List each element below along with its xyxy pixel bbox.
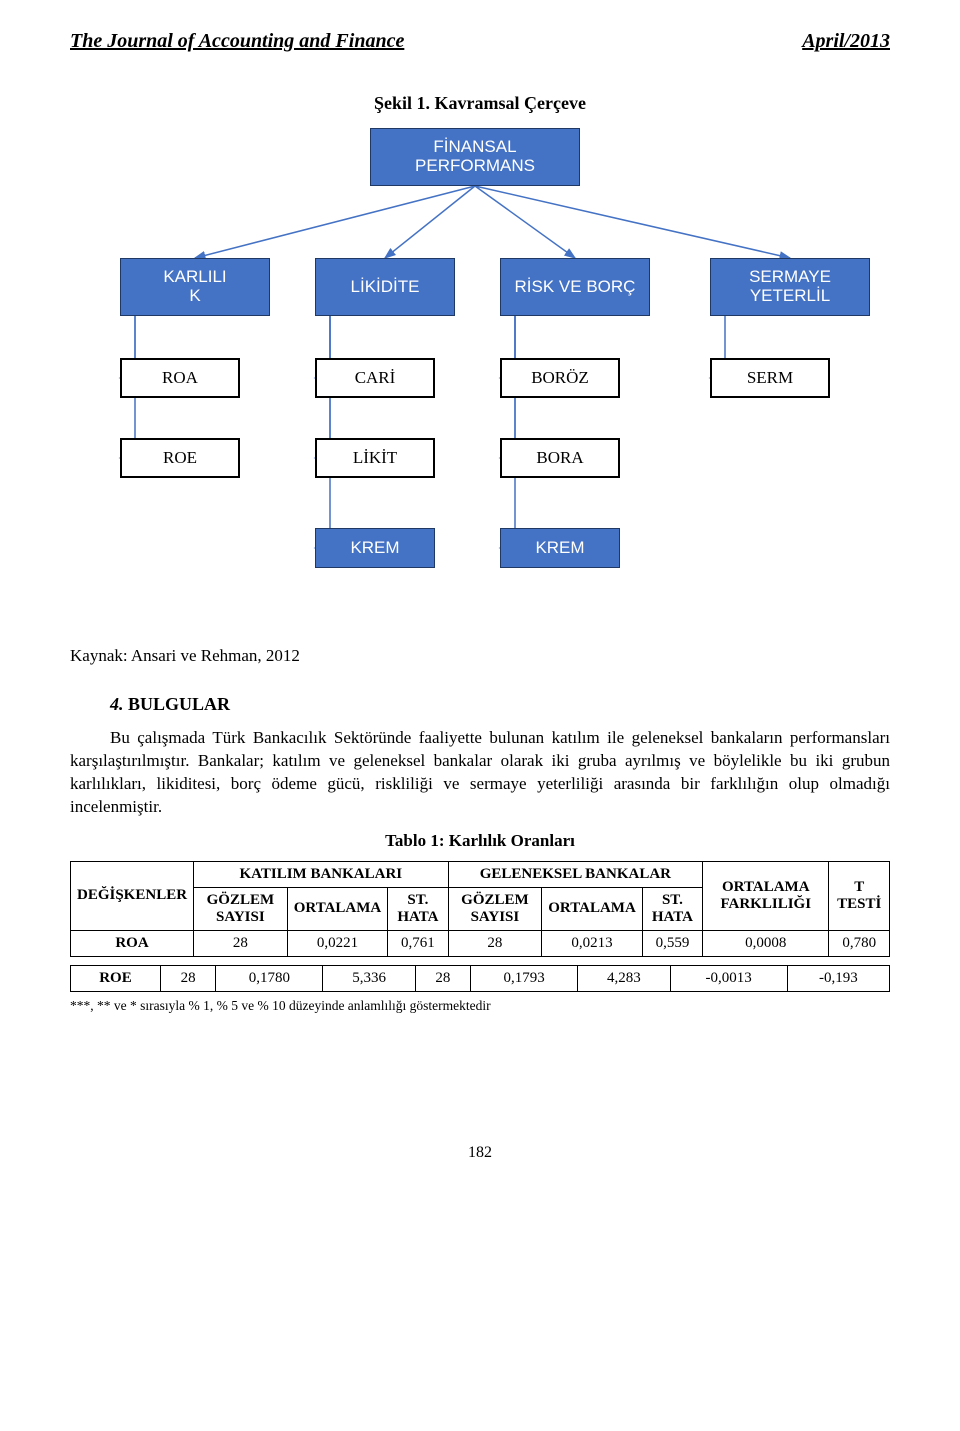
cell-n1: 28 [194,930,288,956]
node-krem1: KREM [315,528,435,568]
cell-se1: 5,336 [323,965,415,991]
col-variable: DEĞİŞKENLER [71,861,194,930]
cell-t: 0,780 [829,930,890,956]
cell-diff: -0,0013 [670,965,787,991]
col-diff: ORTALAMA FARKLILIĞI [703,861,829,930]
cell-se2: 4,283 [578,965,670,991]
concept-diagram: FİNANSAL PERFORMANS KARLILIK LİKİDİTE RİSK … [70,128,890,628]
node-top: FİNANSAL PERFORMANS [370,128,580,186]
issue-date: April/2013 [802,30,890,53]
col-ttest: T TESTİ [829,861,890,930]
table-title: Tablo 1: Karlılık Oranları [70,831,890,851]
col-se2: ST. HATA [642,887,702,930]
col-n2: GÖZLEM SAYISI [448,887,542,930]
cell-se1: 0,761 [388,930,448,956]
table-row: ROE280,17805,336280,17934,283-0,0013-0,1… [71,965,890,991]
col-m2: ORTALAMA [542,887,643,930]
cell-n2: 28 [448,930,542,956]
col-m1: ORTALAMA [287,887,388,930]
col-group2: GELENEKSEL BANKALAR [448,861,703,887]
node-roe: ROE [120,438,240,478]
node-serm: SERM [710,358,830,398]
significance-note: ***, ** ve * sırasıyla % 1, % 5 ve % 10 … [70,998,890,1014]
page-header: The Journal of Accounting and Finance Ap… [70,30,890,53]
cell-n2: 28 [415,965,470,991]
cell-name: ROE [71,965,161,991]
node-risk: RİSK VE BORÇ [500,258,650,316]
cell-diff: 0,0008 [703,930,829,956]
section-paragraph: Bu çalışmada Türk Bankacılık Sektöründe … [70,727,890,819]
col-n1: GÖZLEM SAYISI [194,887,288,930]
section-number: 4. [110,694,124,714]
section-title: BULGULAR [128,694,230,714]
node-krem2: KREM [500,528,620,568]
section-heading: 4. BULGULAR [110,694,890,715]
col-se1: ST. HATA [388,887,448,930]
cell-m2: 0,0213 [542,930,643,956]
figure-source: Kaynak: Ansari ve Rehman, 2012 [70,646,890,666]
cell-name: ROA [71,930,194,956]
results-table-lower: ROE280,17805,336280,17934,283-0,0013-0,1… [70,965,890,992]
page-number: 182 [70,1144,890,1162]
cell-m1: 0,0221 [287,930,388,956]
node-likidite: LİKİDİTE [315,258,455,316]
cell-t: -0,193 [787,965,889,991]
cell-m1: 0,1780 [216,965,323,991]
node-boroz: BORÖZ [500,358,620,398]
node-sermaye: SERMAYE YETERLİL [710,258,870,316]
figure-title: Şekil 1. Kavramsal Çerçeve [70,93,890,114]
node-bora: BORA [500,438,620,478]
node-cari: CARİ [315,358,435,398]
cell-n1: 28 [160,965,215,991]
table-row: ROA280,02210,761280,02130,5590,00080,780 [71,930,890,956]
results-table-upper: DEĞİŞKENLER KATILIM BANKALARI GELENEKSEL… [70,861,890,957]
cell-se2: 0,559 [642,930,702,956]
col-group1: KATILIM BANKALARI [194,861,449,887]
cell-m2: 0,1793 [471,965,578,991]
node-likit: LİKİT [315,438,435,478]
node-karlilik: KARLILIK [120,258,270,316]
node-roa: ROA [120,358,240,398]
journal-title: The Journal of Accounting and Finance [70,30,404,53]
